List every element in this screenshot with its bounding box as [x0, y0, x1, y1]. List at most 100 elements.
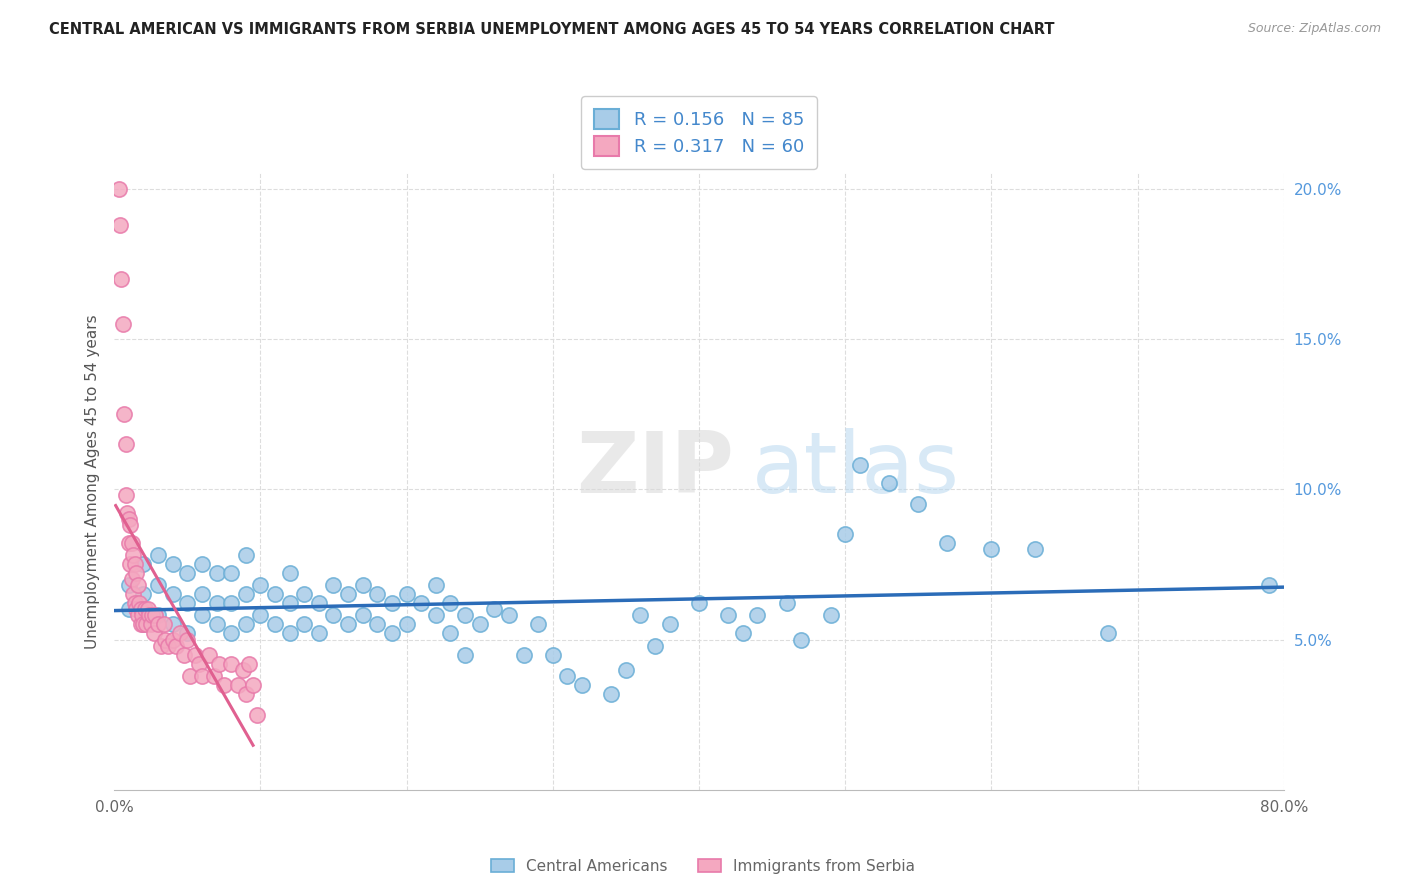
- Point: [468, 617, 491, 632]
- Point: [143, 608, 166, 623]
- Point: [117, 506, 139, 520]
- Point: [205, 617, 228, 632]
- Point: [112, 407, 135, 421]
- Point: [125, 602, 148, 616]
- Point: [202, 668, 225, 682]
- Point: [111, 317, 134, 331]
- Point: [142, 626, 165, 640]
- Point: [219, 626, 242, 640]
- Point: [235, 617, 257, 632]
- Point: [980, 542, 1002, 557]
- Point: [292, 587, 315, 601]
- Point: [149, 639, 172, 653]
- Text: atlas: atlas: [752, 428, 959, 511]
- Point: [557, 668, 579, 682]
- Point: [107, 181, 129, 195]
- Point: [173, 648, 195, 662]
- Point: [121, 573, 143, 587]
- Point: [129, 617, 152, 632]
- Point: [205, 566, 228, 581]
- Point: [146, 578, 169, 592]
- Point: [512, 648, 534, 662]
- Point: [205, 596, 228, 610]
- Point: [246, 707, 269, 722]
- Point: [308, 626, 330, 640]
- Point: [198, 648, 221, 662]
- Point: [188, 657, 211, 671]
- Point: [644, 639, 666, 653]
- Point: [131, 608, 153, 623]
- Point: [162, 587, 184, 601]
- Point: [352, 608, 374, 623]
- Point: [527, 617, 550, 632]
- Point: [747, 608, 769, 623]
- Point: [127, 578, 149, 592]
- Point: [125, 566, 148, 581]
- Point: [381, 626, 404, 640]
- Point: [118, 578, 141, 592]
- Point: [425, 578, 447, 592]
- Point: [128, 596, 150, 610]
- Point: [278, 566, 301, 581]
- Point: [571, 677, 593, 691]
- Point: [249, 578, 271, 592]
- Point: [122, 587, 145, 601]
- Point: [877, 476, 900, 491]
- Point: [820, 608, 842, 623]
- Point: [169, 626, 191, 640]
- Point: [120, 558, 142, 572]
- Point: [118, 602, 141, 616]
- Point: [235, 587, 257, 601]
- Point: [232, 663, 254, 677]
- Point: [157, 639, 180, 653]
- Point: [118, 536, 141, 550]
- Point: [155, 632, 177, 647]
- Point: [208, 657, 231, 671]
- Point: [165, 639, 187, 653]
- Point: [146, 617, 169, 632]
- Point: [308, 596, 330, 610]
- Point: [183, 648, 205, 662]
- Point: [138, 608, 160, 623]
- Point: [132, 617, 155, 632]
- Point: [484, 602, 506, 616]
- Point: [124, 596, 146, 610]
- Point: [162, 632, 184, 647]
- Point: [141, 608, 163, 623]
- Point: [454, 608, 477, 623]
- Legend: Central Americans, Immigrants from Serbia: Central Americans, Immigrants from Serbi…: [485, 853, 921, 880]
- Point: [235, 549, 257, 563]
- Point: [322, 608, 344, 623]
- Point: [834, 527, 856, 541]
- Point: [242, 677, 264, 691]
- Point: [688, 596, 710, 610]
- Point: [191, 587, 214, 601]
- Point: [228, 677, 250, 691]
- Point: [136, 602, 159, 616]
- Point: [162, 558, 184, 572]
- Point: [139, 617, 162, 632]
- Point: [153, 617, 176, 632]
- Point: [541, 648, 564, 662]
- Point: [630, 608, 652, 623]
- Point: [264, 617, 287, 632]
- Point: [936, 536, 959, 550]
- Point: [121, 536, 143, 550]
- Point: [135, 617, 157, 632]
- Point: [110, 271, 132, 285]
- Point: [278, 596, 301, 610]
- Point: [322, 578, 344, 592]
- Point: [176, 626, 198, 640]
- Point: [1258, 578, 1281, 592]
- Point: [249, 608, 271, 623]
- Point: [132, 617, 155, 632]
- Point: [176, 632, 198, 647]
- Point: [278, 626, 301, 640]
- Point: [425, 608, 447, 623]
- Point: [212, 677, 235, 691]
- Point: [132, 587, 155, 601]
- Point: [439, 626, 461, 640]
- Point: [146, 608, 169, 623]
- Point: [120, 518, 142, 533]
- Point: [124, 558, 146, 572]
